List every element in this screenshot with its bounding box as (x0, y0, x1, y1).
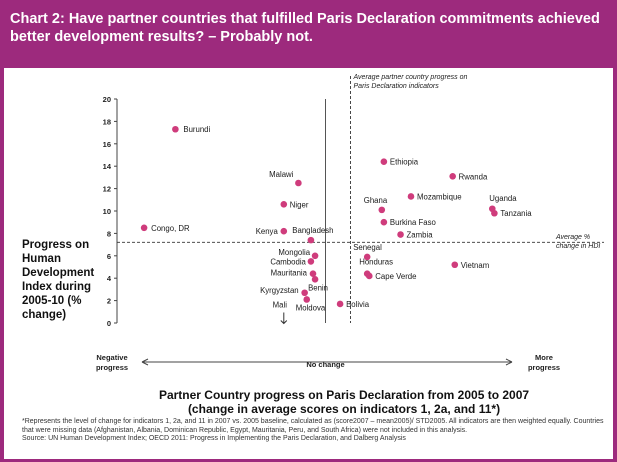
footnote: *Represents the level of change for indi… (22, 418, 607, 444)
avg-hdi-label-line-2: change in HDI (556, 243, 600, 250)
x-label-positive-line-1: More (535, 353, 553, 362)
x-axis-title-line-2: (change in average scores on indicators … (187, 402, 501, 416)
y-tick-label-8: 8 (107, 229, 111, 238)
point-label-congo-dr: Congo, DR (151, 224, 190, 233)
x-axis-right-arrow (505, 358, 513, 366)
point-kenya (280, 227, 288, 235)
point-mauritania (309, 270, 317, 278)
y-tick-label-16: 16 (103, 140, 111, 149)
footnote-text: *Represents the level of change for indi… (22, 418, 604, 434)
point-label-niger: Niger (290, 200, 309, 209)
point-burkina-faso (380, 218, 388, 226)
title-banner: Chart 2: Have partner countries that ful… (0, 0, 617, 60)
point-label-senegal: Senegal (353, 243, 382, 252)
point-label-mozambique: Mozambique (417, 192, 462, 201)
x-label-no-change: No change (306, 360, 344, 369)
point-label-cape-verde: Cape Verde (375, 272, 416, 281)
point-rwanda (449, 172, 456, 180)
x-label-negative-line-2: progress (96, 363, 128, 372)
point-label-zambia: Zambia (407, 231, 434, 240)
x-label-negative-line-1: Negative (96, 353, 127, 362)
chart-title: Chart 2: Have partner countries that ful… (10, 11, 600, 45)
y-tick-label-20: 20 (103, 95, 111, 104)
y-tick-label-0: 0 (107, 319, 111, 328)
y-tick-label-10: 10 (103, 207, 111, 216)
point-label-bolivia: Bolivia (346, 300, 370, 309)
point-benin (311, 276, 319, 283)
point-mozambique (407, 193, 415, 200)
point-label-malawi: Malawi (269, 170, 294, 179)
scatter-plot: 0 2 4 6 8 10 12 14 16 18 20 Average partner country… (96, 74, 604, 372)
point-tanzania (491, 209, 498, 217)
point-congo-dr (140, 224, 148, 232)
point-mongolia (311, 252, 319, 260)
x-axis-left-arrow (141, 358, 149, 366)
y-tick-label-4: 4 (107, 274, 112, 283)
point-label-moldova: Moldova (296, 303, 326, 312)
avg-paris-label-line-2: Paris Declaration indicators (354, 83, 440, 90)
chart-panel: 0 2 4 6 8 10 12 14 16 18 20 Average partner country… (4, 68, 613, 459)
point-label-mauritania: Mauritania (271, 269, 308, 278)
point-label-mali: Mali (273, 301, 288, 310)
point-label-ethiopia: Ethiopia (390, 158, 419, 167)
point-label-kenya: Kenya (256, 227, 279, 236)
x-label-positive-line-2: progress (528, 363, 560, 372)
point-label-tanzania: Tanzania (500, 209, 532, 218)
y-tick-label-12: 12 (103, 185, 111, 194)
point-senegal (363, 253, 371, 261)
point-label-vietnam: Vietnam (461, 261, 489, 270)
point-label-uganda: Uganda (489, 194, 517, 203)
point-burundi (172, 125, 179, 133)
y-axis-title: Progress on Human Development Index duri… (22, 239, 95, 321)
point-malawi (295, 179, 302, 187)
avg-paris-label-line-1: Average partner country progress on (353, 74, 468, 81)
point-bangladesh (307, 236, 315, 244)
y-tick-label-2: 2 (107, 297, 111, 306)
point-label-cambodia: Cambodia (270, 257, 306, 266)
point-ghana (378, 206, 386, 214)
point-label-burundi: Burundi (183, 125, 210, 134)
point-zambia (397, 231, 404, 238)
point-cape-verde (365, 272, 373, 280)
y-tick-label-6: 6 (107, 252, 111, 261)
point-label-honduras: Honduras (359, 258, 393, 267)
y-tick-label-14: 14 (103, 162, 112, 171)
y-tick-label-18: 18 (103, 117, 111, 126)
point-bolivia (336, 300, 344, 308)
point-moldova (303, 296, 311, 303)
point-label-ghana: Ghana (364, 196, 388, 205)
avg-hdi-label-line-1: Average % (555, 234, 590, 241)
point-arrow-mali (280, 312, 288, 325)
source-text: Source: UN Human Development Index; OECD… (22, 435, 406, 442)
point-label-mongolia: Mongolia (278, 248, 310, 257)
point-label-benin: Benin (308, 283, 328, 292)
x-axis-title: Partner Country progress on Paris Declar… (124, 388, 564, 416)
point-label-burkina-faso: Burkina Faso (390, 218, 437, 227)
point-vietnam (451, 261, 459, 269)
point-label-kyrgyzstan: Kyrgyzstan (260, 286, 299, 295)
point-label-rwanda: Rwanda (459, 172, 488, 181)
point-label-bangladesh: Bangladesh (292, 226, 333, 235)
x-axis-title-line-1: Partner Country progress on Paris Declar… (158, 388, 530, 402)
point-cambodia (307, 258, 315, 265)
point-ethiopia (380, 158, 388, 166)
point-kyrgyzstan (301, 289, 308, 297)
point-niger (280, 200, 288, 208)
